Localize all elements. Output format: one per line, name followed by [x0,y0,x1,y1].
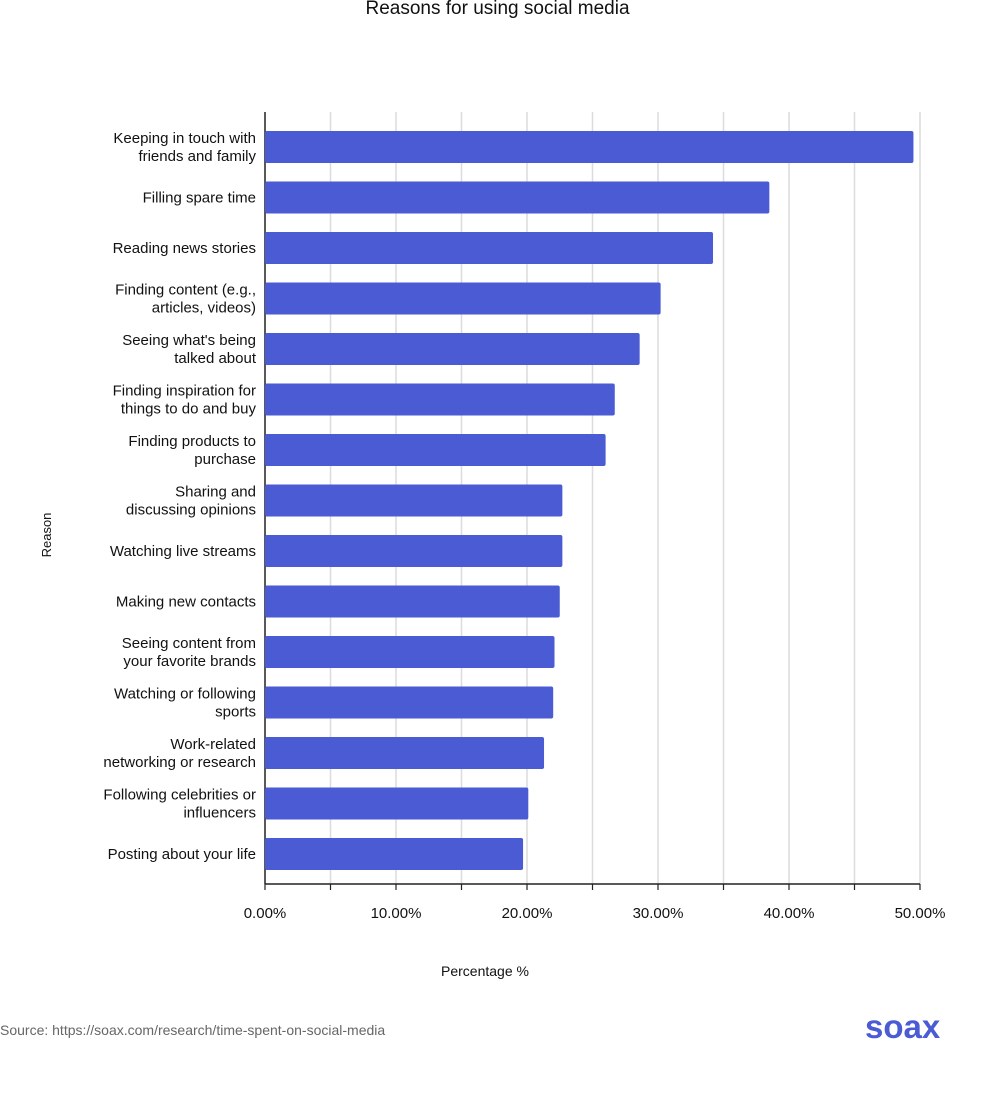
y-tick-label-line: Finding inspiration for [113,383,256,400]
y-tick-label-line: Reading news stories [113,240,256,257]
y-tick-label-line: Watching live streams [110,543,256,560]
y-tick-label: Sharing and discussing opinions [126,484,256,519]
x-tick-label: 50.00% [895,905,946,922]
y-tick-label: Finding content (e.g., articles, videos) [115,282,256,317]
y-tick-label: Watching or following sports [114,686,256,721]
bar [265,686,554,719]
y-tick-label-line: Work-related [170,736,256,753]
soax-logo: soax [865,1008,941,1045]
bar [265,232,714,264]
y-tick-label: Finding products to purchase [128,433,256,468]
y-tick-label-line: articles, videos) [152,300,256,317]
y-tick-label-line: Making new contacts [116,594,256,611]
y-tick-label: Reading news stories [113,240,256,257]
y-tick-label: Filling spare time [143,190,256,207]
bar [265,535,563,567]
y-tick-label-line: Seeing what's being [122,332,256,349]
y-tick-label-line: networking or research [103,754,256,771]
y-tick-label: Keeping in touch with friends and family [113,130,256,165]
x-tick-label: 0.00% [244,905,287,922]
bar [265,585,560,618]
y-tick-label-line: talked about [174,350,257,367]
y-tick-label-line: things to do and buy [121,401,257,418]
y-tick-label: Making new contacts [116,594,256,611]
y-tick-label: Work-related networking or research [103,736,256,771]
y-tick-label-line: Finding content (e.g., [115,282,256,299]
bar [265,737,545,769]
y-axis-label: Reason [39,513,54,558]
bar [265,787,529,820]
bar [265,131,914,163]
bar [265,484,563,517]
y-tick-label: Finding inspiration for things to do and … [113,383,257,418]
y-tick-label-line: Following celebrities or [103,787,256,804]
y-tick-label-line: friends and family [138,148,256,165]
x-axis-label: Percentage % [441,963,529,979]
bar [265,181,770,214]
y-tick-label: Seeing what's being talked about [122,332,257,367]
y-tick-label-line: sports [215,704,256,721]
y-tick-label-line: Filling spare time [143,190,256,207]
x-tick-label: 10.00% [371,905,422,922]
y-tick-label: Posting about your life [108,846,256,863]
y-tick-label-line: your favorite brands [123,653,256,670]
bar-chart: 0.00% 10.00% 20.00% 30.00% 40.00% 50.00% Keepi… [39,112,946,979]
bar [265,383,615,416]
y-tick-label-line: purchase [194,451,256,468]
y-tick-label-line: Keeping in touch with [113,130,256,147]
y-tick-label-line: discussing opinions [126,502,256,519]
bar [265,838,524,870]
y-tick-label-line: Watching or following [114,686,256,703]
source-text: Source: https://soax.com/research/time-s… [0,1022,386,1038]
y-tick-label-line: Sharing and [175,484,256,501]
bar [265,636,555,668]
bar [265,333,640,365]
y-tick-label: Following celebrities or influencers [103,787,256,822]
y-tick-label: Seeing content from your favorite brands [122,635,256,670]
x-tick-label: 20.00% [502,905,553,922]
bar [265,434,606,466]
x-tick-label: 40.00% [764,905,815,922]
y-tick-label-line: influencers [183,805,256,822]
x-tick-label: 30.00% [633,905,684,922]
y-tick-label-line: Seeing content from [122,635,256,652]
bar [265,282,661,315]
y-tick-label-line: Posting about your life [108,846,256,863]
y-tick-label: Watching live streams [110,543,256,560]
chart-title: Reasons for using social media [365,0,630,19]
y-tick-label-line: Finding products to [128,433,256,450]
